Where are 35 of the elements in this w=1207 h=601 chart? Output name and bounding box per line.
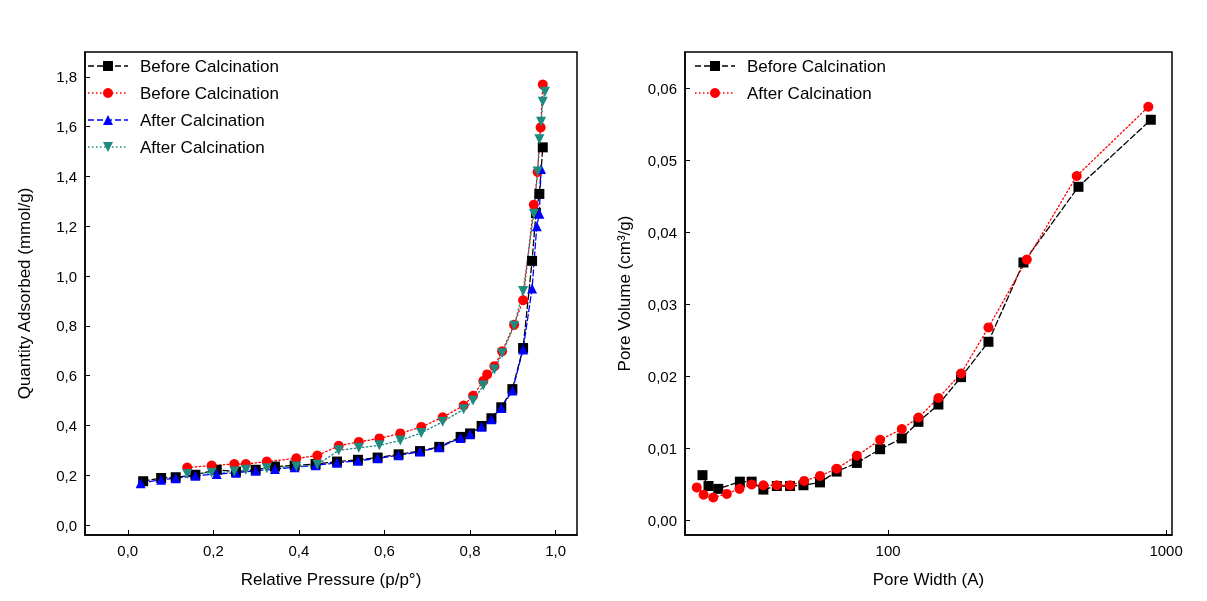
y-tick-label: 0,04 (647, 223, 677, 241)
x-tick-label: 0,4 (288, 542, 310, 559)
y-tick-label: 0,03 (647, 295, 677, 313)
y-tick-label: 0,0 (56, 516, 77, 534)
y-tick-label: 0,06 (647, 79, 677, 97)
y-tick-label: 1,0 (56, 267, 77, 285)
y-tick-label: 0,05 (647, 151, 677, 169)
x-tick-label: 0,2 (202, 542, 224, 559)
y-axis-title: Pore Volume (cm³/g) (615, 215, 634, 372)
x-tick-label: 1000 (1149, 542, 1183, 559)
y-tick-label: 0,2 (56, 466, 77, 484)
y-tick-label: 1,8 (56, 68, 77, 86)
y-axis-title: Quantity Adsorbed (mmol/g) (15, 187, 34, 400)
x-tick-label: 1,0 (545, 542, 567, 559)
legend-label: After Calcination (140, 137, 265, 157)
y-tick-label: 0,8 (56, 317, 77, 335)
legend-label: Before Calcination (747, 56, 886, 76)
y-tick-label: 1,4 (56, 167, 77, 185)
legend-label: Before Calcination (140, 83, 279, 103)
y-tick-label: 0,02 (647, 367, 677, 385)
x-tick-label: 0,8 (459, 542, 481, 559)
y-tick-label: 1,6 (56, 118, 77, 136)
y-tick-label: 0,01 (647, 439, 677, 457)
x-axis-title: Pore Width (A) (872, 570, 985, 589)
y-tick-label: 1,2 (56, 217, 77, 235)
y-tick-label: 0,6 (56, 367, 77, 385)
legend-label: After Calcination (747, 83, 872, 103)
x-tick-label: 0,6 (374, 542, 395, 559)
legend-label: Before Calcination (140, 56, 279, 76)
x-tick-label: 100 (875, 542, 901, 559)
legend-label: After Calcination (140, 110, 265, 130)
y-tick-label: 0,4 (56, 416, 77, 434)
x-axis-title: Relative Pressure (p/p°) (240, 570, 422, 589)
x-tick-label: 0,0 (117, 542, 139, 559)
y-tick-label: 0,00 (647, 512, 677, 530)
